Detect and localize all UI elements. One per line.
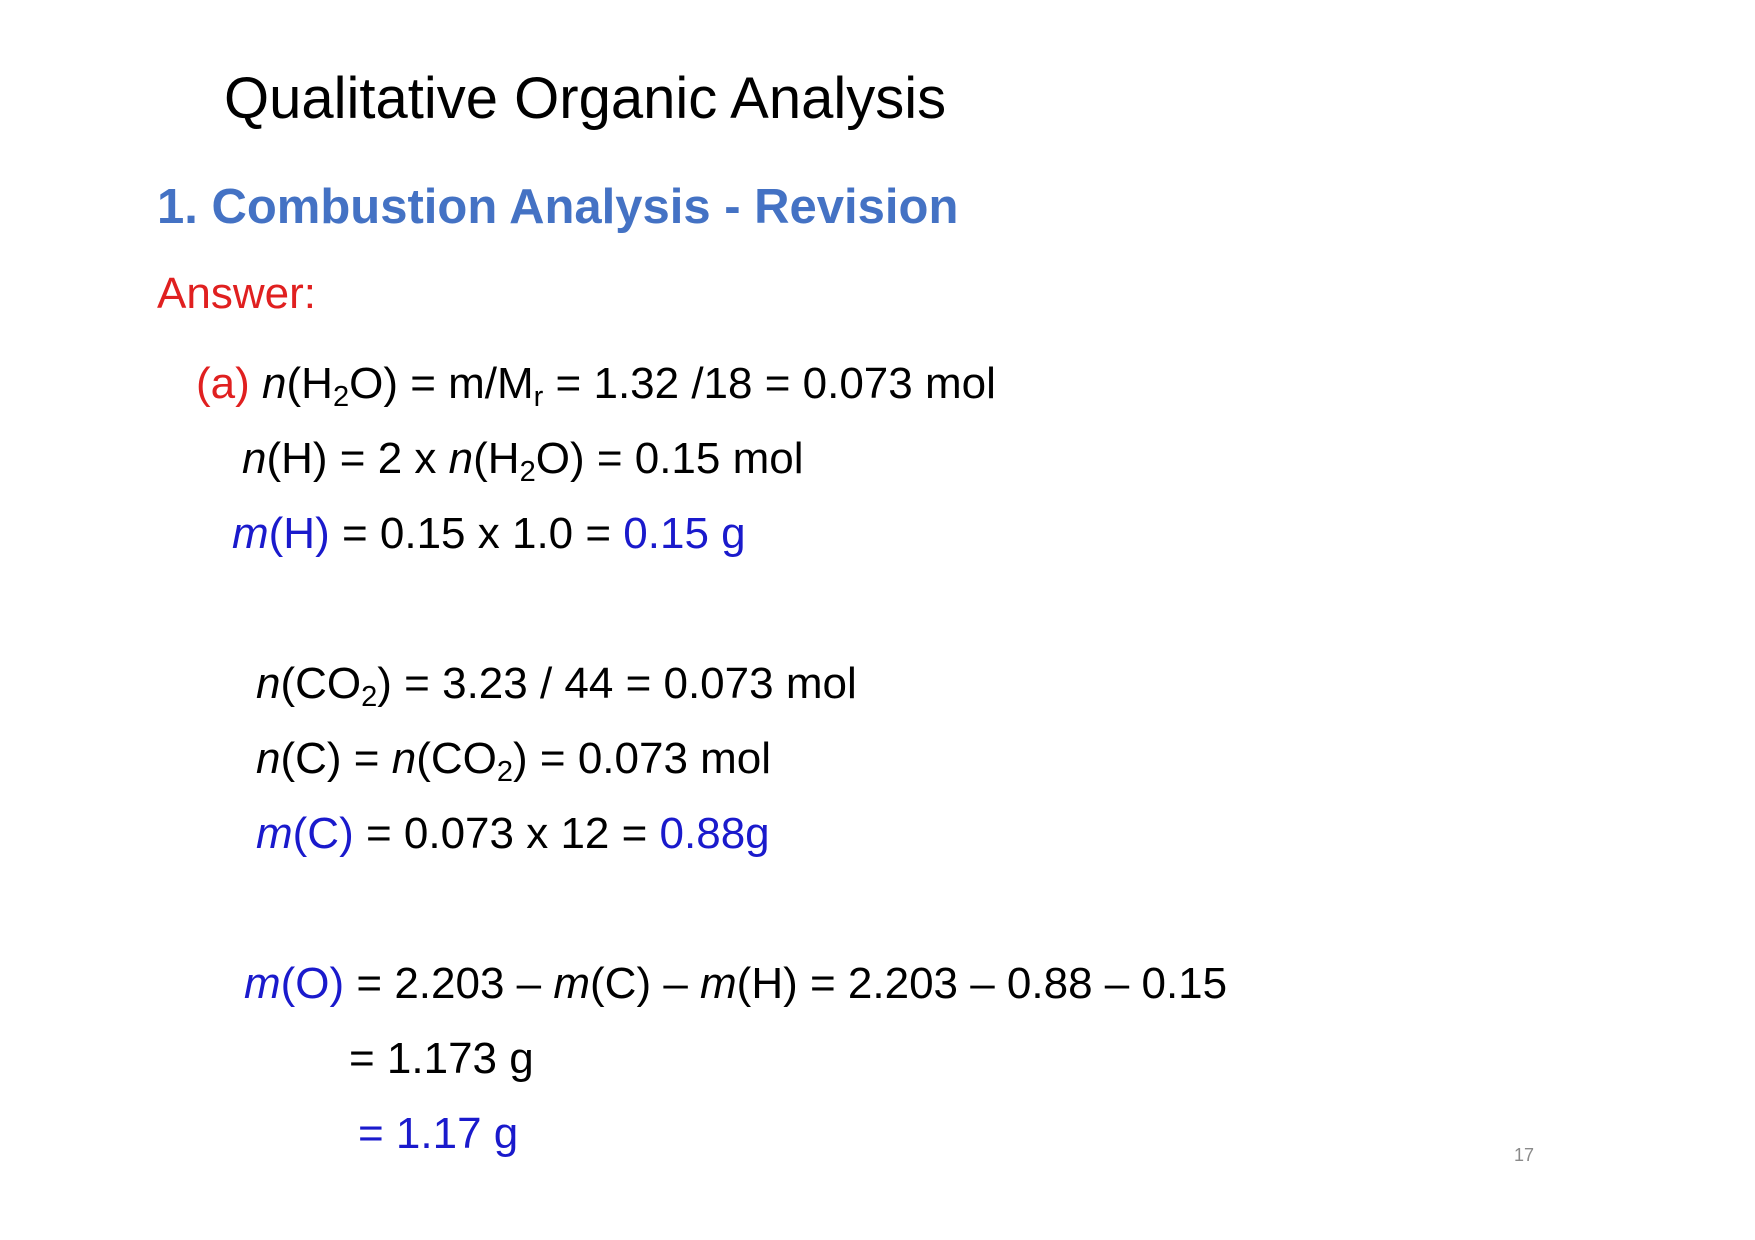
page-number: 17 [1514, 1145, 1535, 1165]
formula-text: ) = 0.073 mol [513, 734, 772, 783]
oxygen-intermediate-result: = 1.173 g [349, 1034, 534, 1083]
subscript: 2 [519, 456, 536, 489]
formula-text: ) = 3.23 / 44 = 0.073 mol [377, 659, 857, 708]
formula-text: (O) [280, 959, 345, 1008]
subscript: 2 [332, 381, 350, 414]
formula-text: = 0.073 x 12 = [353, 809, 660, 858]
formula-text: = 2.203 – [344, 959, 554, 1008]
moles-symbol: n [262, 359, 287, 408]
mass-symbol: m [232, 509, 269, 558]
carbon-moles-line: n(C) = n(CO2) = 0.073 mol [256, 734, 772, 787]
subscript: 2 [361, 681, 378, 714]
formula-text: (H) [268, 509, 330, 558]
result-value: 0.15 g [623, 509, 746, 558]
formula-text: (CO [280, 659, 362, 708]
co2-moles-line: n(CO2) = 3.23 / 44 = 0.073 mol [256, 659, 857, 712]
mass-symbol: m [553, 959, 591, 1008]
hydrogen-moles-line: n(H) = 2 x n(H2O) = 0.15 mol [242, 434, 804, 487]
moles-symbol: n [391, 734, 417, 783]
result-value: 0.88g [659, 809, 770, 858]
water-moles-line: (a) n(H2O) = m/Mr = 1.32 /18 = 0.073 mol [196, 359, 996, 412]
formula-text: = 1.32 /18 = 0.073 mol [543, 359, 996, 408]
moles-symbol: n [448, 434, 474, 483]
formula-text: (H [473, 434, 520, 483]
formula-text: O) = 0.15 mol [535, 434, 804, 483]
subscript: r [533, 381, 544, 414]
section-heading: 1. Combustion Analysis - Revision [157, 180, 959, 234]
moles-symbol: n [256, 734, 281, 783]
formula-text: (CO [416, 734, 497, 783]
slide-title: Qualitative Organic Analysis [224, 66, 947, 131]
formula-text: (C) – [590, 959, 701, 1008]
carbon-mass-line: m(C) = 0.073 x 12 = 0.88g [256, 812, 770, 856]
hydrogen-mass-line: m(H) = 0.15 x 1.0 = 0.15 g [232, 512, 746, 556]
oxygen-final-result: = 1.17 g [358, 1109, 519, 1158]
mass-symbol: m [244, 959, 281, 1008]
subscript: 2 [496, 756, 514, 789]
moles-symbol: n [256, 659, 281, 708]
mass-symbol: m [700, 959, 737, 1008]
formula-text: (C) = [280, 734, 392, 783]
moles-symbol: n [242, 434, 267, 483]
part-a-label: (a) [196, 359, 250, 408]
formula-text: O) = m/M [349, 359, 534, 408]
formula-text: (H [286, 359, 333, 408]
formula-text: = 0.15 x 1.0 = [329, 509, 624, 558]
formula-text: (H) = 2 x [266, 434, 449, 483]
answer-label: Answer: [157, 269, 316, 318]
oxygen-mass-line: m(O) = 2.203 – m(C) – m(H) = 2.203 – 0.8… [244, 962, 1227, 1006]
formula-text: (C) [292, 809, 354, 858]
mass-symbol: m [256, 809, 293, 858]
formula-text: (H) = 2.203 – 0.88 – 0.15 [736, 959, 1228, 1008]
